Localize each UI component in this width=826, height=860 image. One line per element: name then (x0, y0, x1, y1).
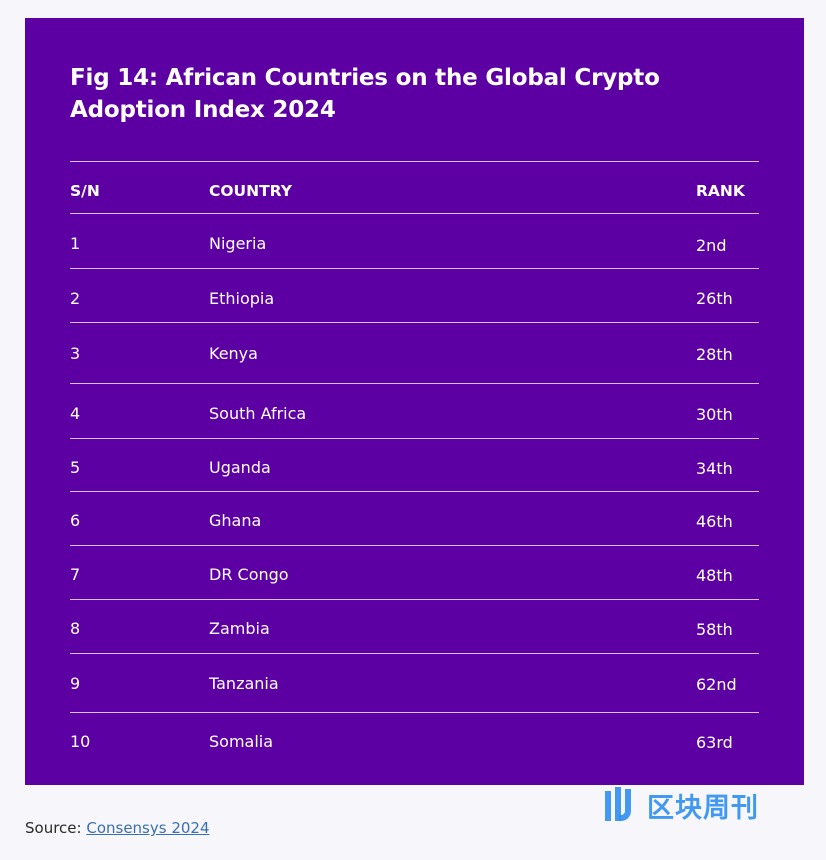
row-1-country: Nigeria (209, 234, 267, 253)
row-9-sn: 9 (70, 674, 81, 693)
watermark: 区块周刊 (603, 784, 759, 826)
row-divider (70, 712, 759, 713)
row-8-sn: 8 (70, 619, 81, 638)
row-7-country: DR Congo (209, 565, 289, 584)
row-divider (70, 322, 759, 323)
row-7-rank: 48th (696, 566, 733, 585)
row-divider (70, 268, 759, 269)
row-divider (70, 383, 759, 384)
watermark-text: 区块周刊 (647, 792, 759, 824)
row-6-sn: 6 (70, 511, 81, 530)
watermark-logo-icon (605, 787, 631, 821)
header-sn: S/N (70, 182, 100, 200)
row-10-sn: 10 (70, 732, 91, 751)
table-top-divider (70, 161, 759, 162)
row-5-country: Uganda (209, 458, 271, 477)
source-prefix: Source: (25, 819, 87, 837)
row-3-sn: 3 (70, 344, 81, 363)
row-8-rank: 58th (696, 620, 733, 639)
header-rank: RANK (696, 182, 745, 200)
row-1-sn: 1 (70, 234, 81, 253)
row-1-rank: 2nd (696, 236, 727, 255)
row-divider (70, 599, 759, 600)
row-divider (70, 491, 759, 492)
row-4-country: South Africa (209, 404, 307, 423)
row-10-rank: 63rd (696, 733, 733, 752)
row-10-country: Somalia (209, 732, 274, 751)
row-divider (70, 213, 759, 214)
row-divider (70, 438, 759, 439)
row-divider (70, 545, 759, 546)
row-3-rank: 28th (696, 345, 733, 364)
row-6-rank: 46th (696, 512, 733, 531)
row-2-sn: 2 (70, 289, 81, 308)
row-2-rank: 26th (696, 289, 733, 308)
source-caption: Source: Consensys 2024 (25, 819, 210, 837)
row-2-country: Ethiopia (209, 289, 275, 308)
row-4-sn: 4 (70, 404, 81, 423)
row-3-country: Kenya (209, 344, 258, 363)
header-country: COUNTRY (209, 182, 292, 200)
row-9-country: Tanzania (209, 674, 279, 693)
row-9-rank: 62nd (696, 675, 737, 694)
figure-title: Fig 14: African Countries on the Global … (70, 65, 660, 123)
row-4-rank: 30th (696, 405, 733, 424)
source-link[interactable]: Consensys 2024 (86, 819, 210, 837)
row-6-country: Ghana (209, 511, 262, 530)
row-divider (70, 653, 759, 654)
table-card: Fig 14: African Countries on the Global … (25, 18, 804, 785)
row-5-sn: 5 (70, 458, 81, 477)
row-5-rank: 34th (696, 459, 733, 478)
row-8-country: Zambia (209, 619, 270, 638)
row-7-sn: 7 (70, 565, 81, 584)
